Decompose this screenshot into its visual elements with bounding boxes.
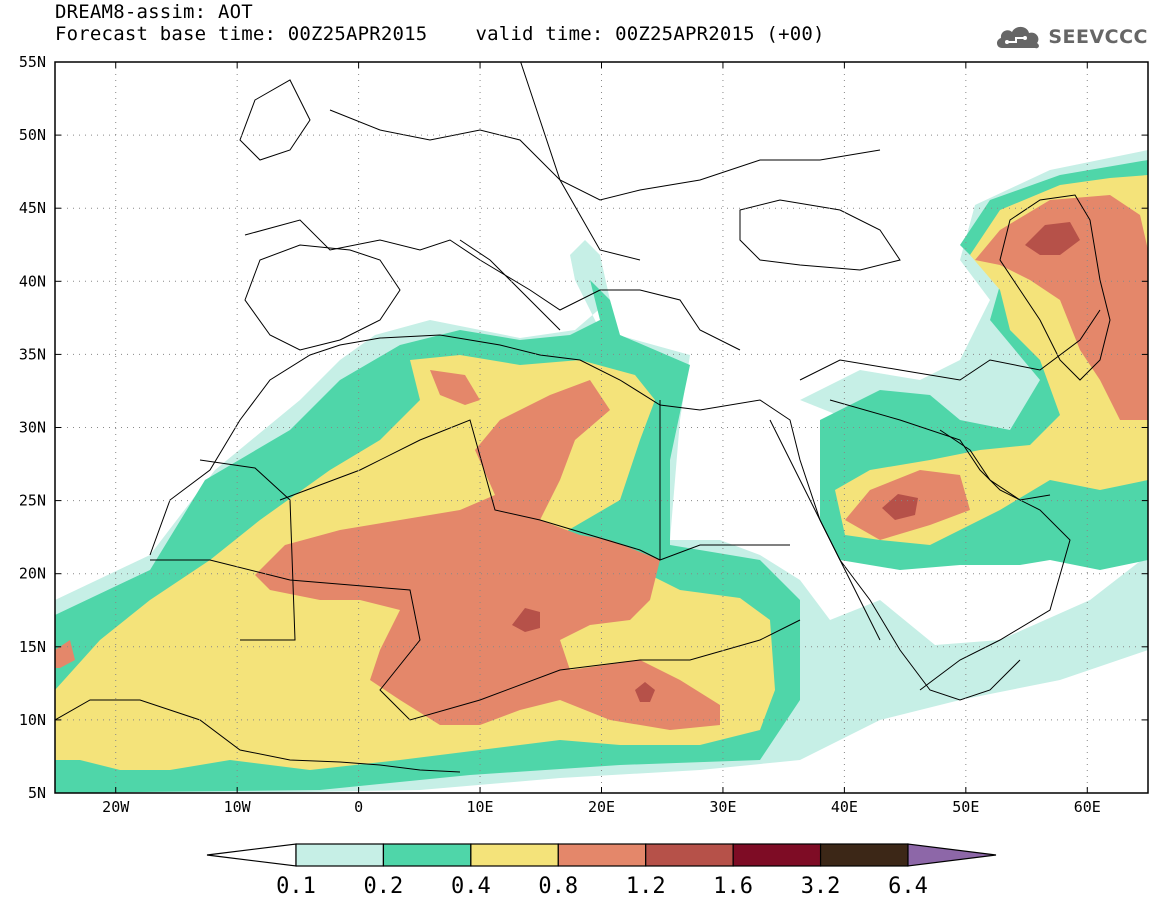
lon-tick-labels: 20W 10W 0 10E 20E 30E 40E 50E 60E: [102, 798, 1101, 816]
colorbar-box: [470, 843, 559, 867]
coastline-iberia: [244, 244, 401, 351]
aot-field-1.2-chad: [512, 608, 540, 632]
tick-marks: [55, 61, 1148, 794]
border-europe-1: [329, 109, 881, 201]
colorbar-labels: 0.1 0.2 0.4 0.8 1.2 1.6 3.2 6.4: [276, 874, 928, 899]
colorbar-label: 0.4: [451, 874, 491, 899]
coastline-italy: [459, 239, 561, 331]
border-sahara-1: [199, 459, 296, 641]
coastline-europe: [244, 219, 741, 351]
lat-tick-label: 40N: [19, 272, 46, 290]
lon-tick-label: 60E: [1074, 798, 1101, 816]
lat-tick-label: 10N: [19, 711, 46, 729]
base-time: Forecast base time: 00Z25APR2015: [55, 23, 428, 45]
lat-tick-label: 55N: [19, 53, 46, 71]
coastline-gulf-guinea: [55, 699, 461, 773]
coastline-red-sea: [769, 419, 881, 641]
lat-tick-label: 25N: [19, 492, 46, 510]
lon-tick-label: 20W: [102, 798, 130, 816]
colorbar-box: [732, 843, 822, 867]
cloud-icon: [997, 26, 1040, 49]
time-line: Forecast base time: 00Z25APR2015 valid ti…: [55, 24, 825, 45]
lat-tick-label: 50N: [19, 126, 46, 144]
aot-field-0.8-libya: [430, 370, 480, 405]
coastline-arabia: [829, 399, 1071, 691]
coastline-uk: [239, 79, 311, 161]
lon-tick-label: 10E: [467, 798, 494, 816]
aot-field-1.2-sudan: [635, 682, 655, 702]
colorbar-box: [382, 843, 472, 867]
colorbar-label: 3.2: [801, 874, 841, 899]
colorbar-under-arrow: [206, 843, 297, 867]
coastline-caspian: [999, 194, 1111, 381]
colorbar-label: 1.2: [626, 874, 666, 899]
lon-tick-label: 50E: [952, 798, 979, 816]
colorbar-box: [645, 843, 734, 867]
lon-tick-label: 20E: [588, 798, 615, 816]
coastlines: [55, 62, 1111, 773]
lon-tick-label: 30E: [709, 798, 736, 816]
colorbar-label: 1.6: [713, 874, 753, 899]
colorbar-label: 0.1: [276, 874, 316, 899]
gridlines: [55, 62, 1148, 793]
colorbar-label: 0.2: [364, 874, 404, 899]
colorbar-box: [295, 843, 385, 867]
lon-tick-label: 40E: [831, 798, 858, 816]
aot-fields: [55, 150, 1148, 793]
lat-tick-label: 20N: [19, 565, 46, 583]
seevccc-logo: SEEVCCC: [994, 22, 1148, 52]
lon-tick-label: 10W: [224, 798, 252, 816]
colorbar-label: 6.4: [888, 874, 928, 899]
border-sahara-2: [279, 419, 661, 561]
lat-tick-label: 5N: [28, 784, 46, 802]
lat-tick-label: 35N: [19, 345, 46, 363]
border-middle-east: [799, 309, 1101, 381]
coastline-africa-west: [149, 334, 1021, 701]
aot-field-1.2-arabia: [882, 494, 918, 520]
lon-tick-label: 0: [354, 798, 363, 816]
colorbar-label: 0.8: [538, 874, 578, 899]
border-europe-2: [520, 62, 641, 261]
coastline-black-sea: [739, 199, 901, 271]
aot-field-1.2-caspian: [1025, 222, 1080, 255]
border-sahara-3: [659, 400, 790, 561]
lat-tick-label: 30N: [19, 419, 46, 437]
lat-tick-label: 15N: [19, 638, 46, 656]
valid-time: valid time: 00Z25APR2015 (+00): [475, 23, 825, 45]
aot-field-0.8-caspian: [975, 195, 1148, 420]
logo-text: SEEVCCC: [1048, 26, 1148, 48]
lat-tick-labels: 5N 10N 15N 20N 25N 30N 35N 40N 45N 50N 55N: [19, 53, 46, 802]
colorbar-box: [557, 843, 647, 867]
coastline-persian-gulf: [939, 429, 1051, 501]
colorbar-over-arrow: [907, 843, 997, 867]
colorbar-box: [819, 843, 909, 867]
colorbar: [206, 843, 997, 867]
lat-tick-label: 45N: [19, 199, 46, 217]
aot-field-0.8-africa: [255, 380, 720, 730]
map-title: DREAM8-assim: AOT: [55, 1, 253, 23]
